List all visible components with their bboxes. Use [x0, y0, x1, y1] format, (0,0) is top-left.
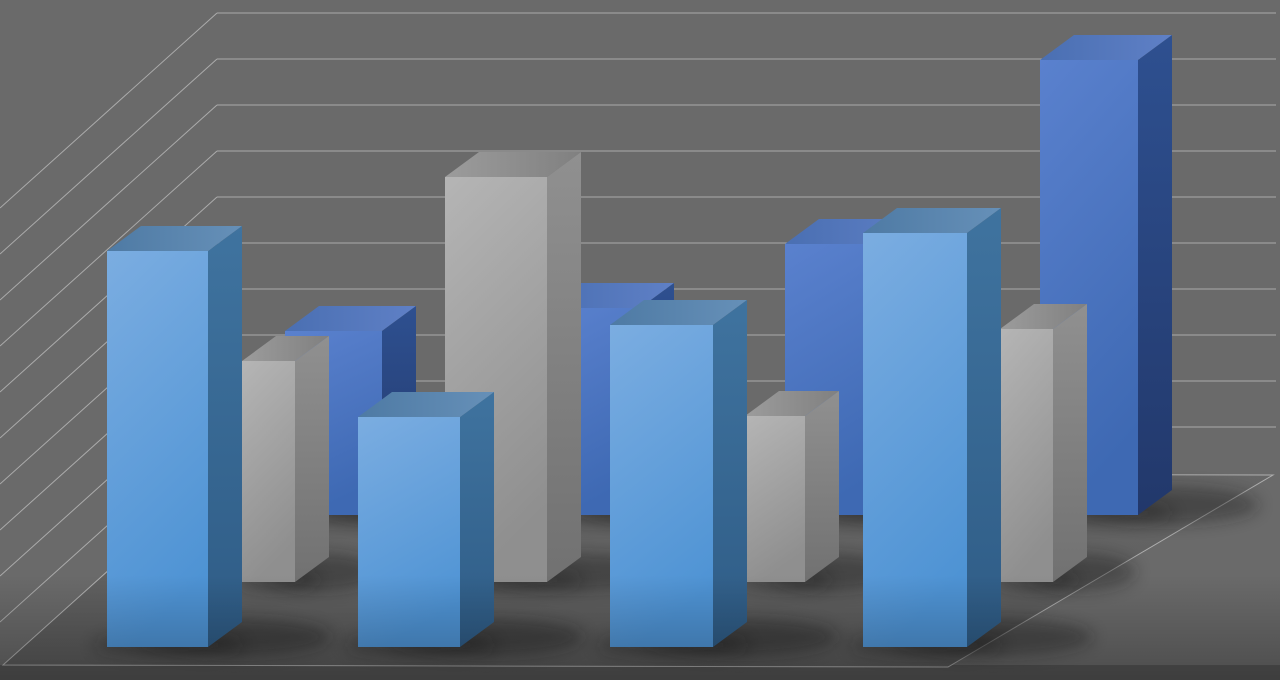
bar-face-top [610, 300, 747, 325]
bar-face-top [358, 392, 494, 417]
bar-face-top [285, 306, 416, 331]
bar-face-top [242, 336, 329, 361]
bar-face-front [745, 416, 805, 582]
bar-face-side [547, 152, 581, 582]
bar-face-top [1000, 304, 1087, 329]
gridline-diagonal [0, 12, 218, 209]
gridline-diagonal [0, 104, 218, 301]
bar-face-front [1000, 329, 1053, 582]
bar-face-top [745, 391, 839, 416]
bar-gray-middle-group-4 [1000, 304, 1087, 582]
bar-face-top [1040, 35, 1172, 60]
bar-face-side [805, 391, 839, 582]
bar-face-side [967, 208, 1001, 647]
gridline-diagonal [0, 150, 218, 347]
bar-face-front [242, 361, 295, 582]
bar-face-side [1138, 35, 1172, 515]
bar-gray-middle-group-3 [745, 391, 839, 582]
bar-face-top [445, 152, 581, 177]
bar-gray-middle-group-1 [242, 336, 329, 582]
gridline-diagonal [0, 58, 218, 255]
bar-face-side [1053, 304, 1087, 582]
bar-face-top [863, 208, 1001, 233]
bar-face-side [295, 336, 329, 582]
vignette-overlay [0, 575, 1280, 680]
bar-face-side [713, 300, 747, 647]
bar-face-side [208, 226, 242, 647]
bar-face-top [107, 226, 242, 251]
